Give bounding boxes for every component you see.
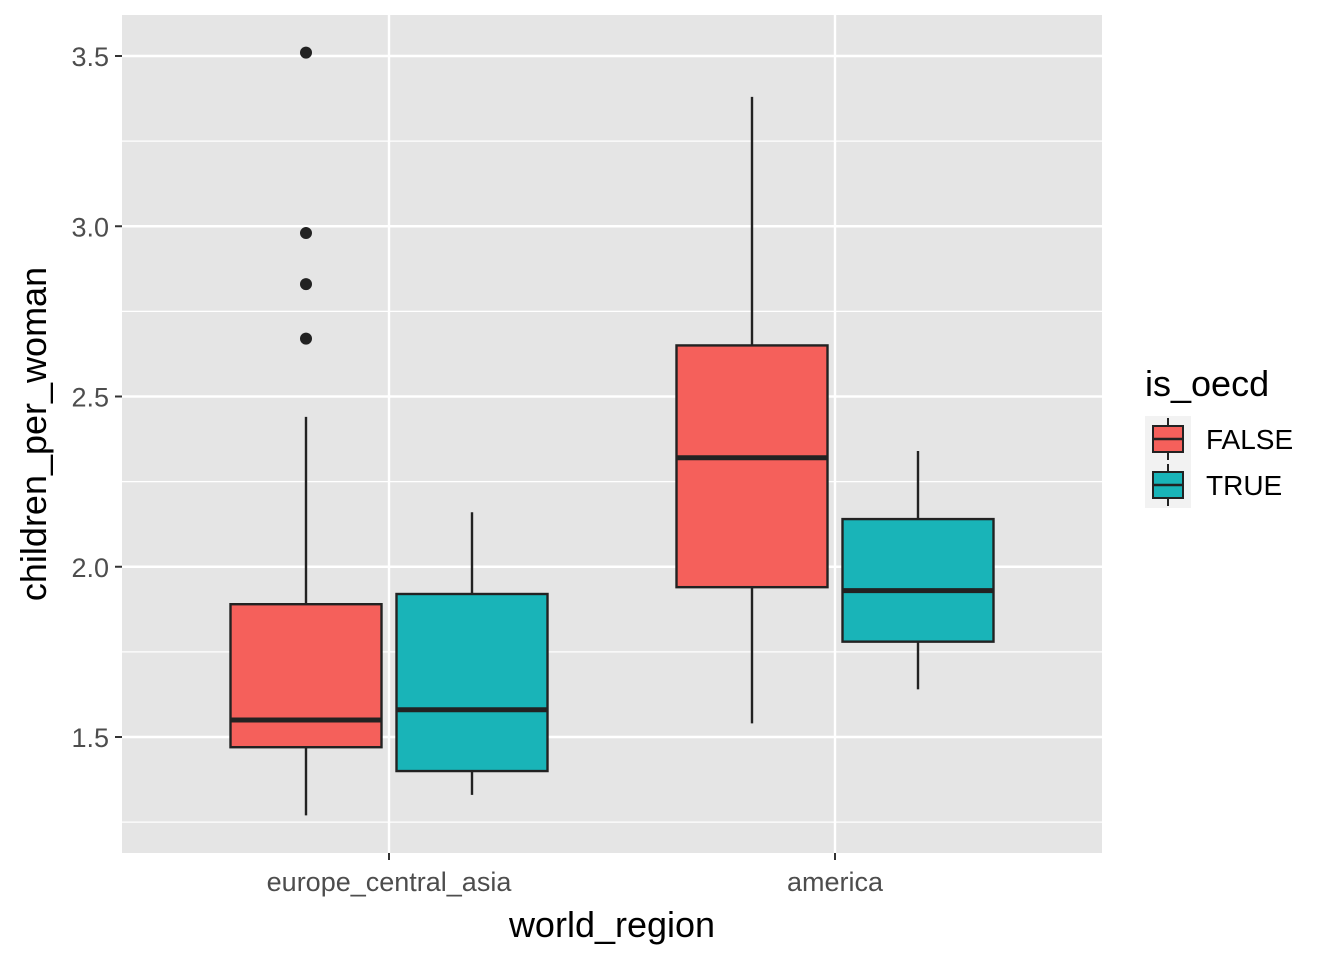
x-tick-label: america bbox=[787, 867, 884, 897]
legend: is_oecd FALSE TRUE bbox=[1145, 363, 1293, 508]
outlier-point bbox=[300, 46, 312, 59]
legend-title: is_oecd bbox=[1145, 363, 1269, 404]
boxes-layer bbox=[229, 46, 995, 816]
box-false-europe_central_asia bbox=[229, 46, 383, 816]
box-true-europe_central_asia bbox=[395, 512, 549, 795]
outlier-point bbox=[300, 227, 312, 240]
box-body bbox=[229, 603, 383, 749]
box-true-america bbox=[841, 450, 995, 690]
y-axis-title: children_per_woman bbox=[13, 267, 54, 601]
x-axis: europe_central_asia america bbox=[267, 853, 884, 897]
box-body bbox=[395, 592, 549, 773]
x-tick-label: europe_central_asia bbox=[267, 867, 513, 897]
y-tick-label: 1.5 bbox=[71, 723, 109, 753]
legend-item-false: FALSE bbox=[1145, 416, 1293, 462]
y-tick-label: 2.5 bbox=[71, 383, 109, 413]
outlier-point bbox=[300, 278, 312, 291]
y-axis: 1.5 2.0 2.5 3.0 3.5 bbox=[71, 42, 122, 753]
box-false-america bbox=[675, 96, 829, 724]
legend-label: FALSE bbox=[1206, 424, 1293, 455]
y-tick-label: 3.0 bbox=[71, 212, 109, 242]
y-tick-label: 3.5 bbox=[71, 42, 109, 72]
box-body bbox=[675, 344, 829, 589]
box-body bbox=[841, 517, 995, 643]
y-tick-label: 2.0 bbox=[71, 553, 109, 583]
legend-item-true: TRUE bbox=[1145, 462, 1282, 508]
outlier-point bbox=[300, 332, 312, 345]
legend-label: TRUE bbox=[1206, 470, 1282, 501]
x-axis-title: world_region bbox=[508, 904, 715, 945]
